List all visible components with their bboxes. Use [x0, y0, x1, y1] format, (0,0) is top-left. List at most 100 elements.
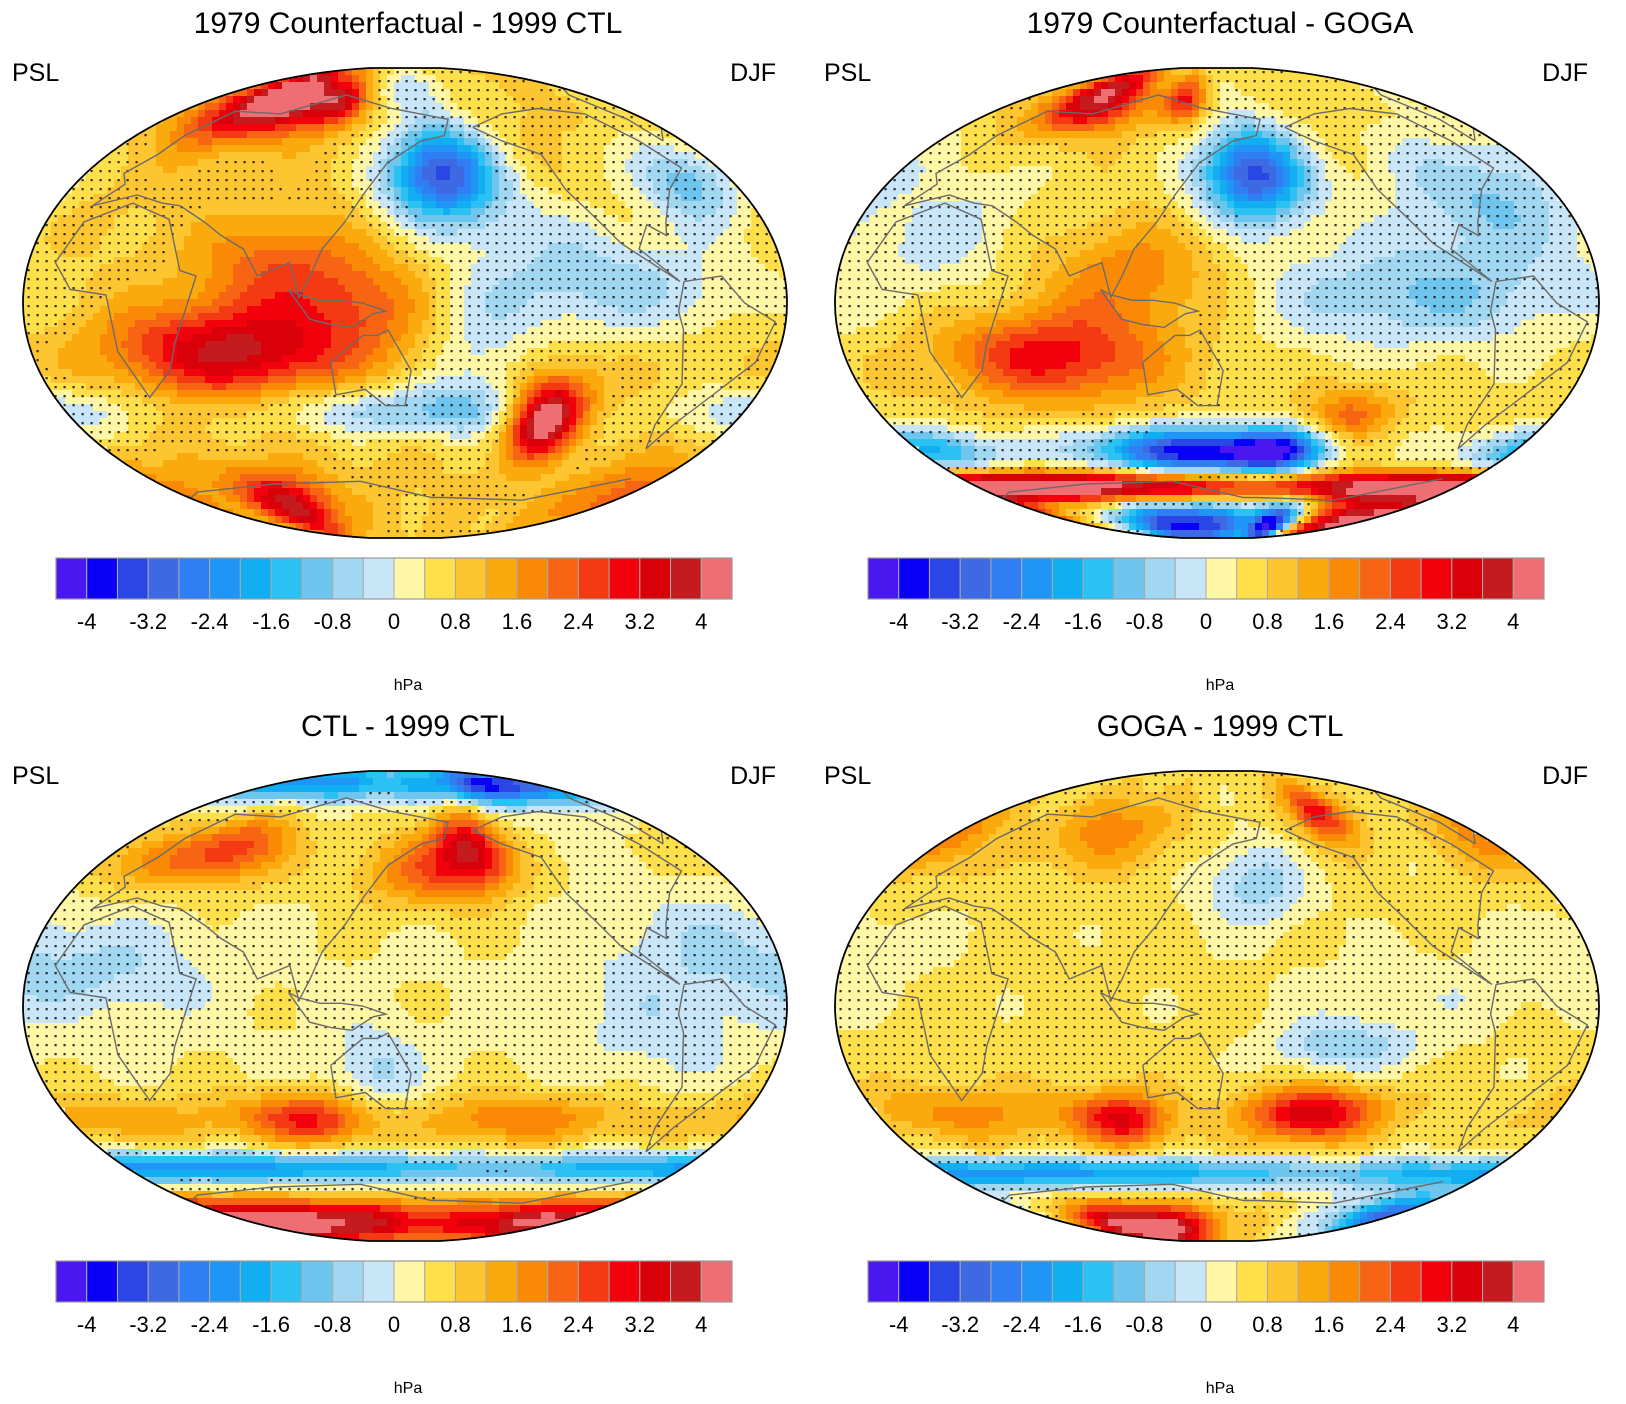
field-cell: [233, 383, 241, 391]
field-cell: [394, 166, 402, 174]
field-cell: [163, 173, 171, 181]
field-cell: [737, 229, 745, 237]
field-cell: [44, 348, 52, 356]
field-cell: [646, 250, 654, 258]
field-cell: [240, 278, 248, 286]
field-cell: [317, 159, 325, 167]
field-cell: [268, 299, 276, 307]
field-cell: [597, 397, 605, 405]
field-cell: [380, 68, 388, 76]
field-cell: [723, 292, 731, 300]
field-cell: [737, 292, 745, 300]
field-cell: [492, 145, 500, 153]
field-cell: [429, 208, 437, 216]
field-cell: [135, 292, 143, 300]
field-cell: [303, 264, 311, 272]
field-cell: [681, 355, 689, 363]
field-cell: [352, 313, 360, 321]
field-cell: [583, 299, 591, 307]
field-cell: [198, 418, 206, 426]
field-cell: [611, 215, 619, 223]
field-cell: [380, 383, 388, 391]
field-cell: [590, 341, 598, 349]
field-cell: [604, 306, 612, 314]
field-cell: [485, 117, 493, 125]
field-cell: [506, 376, 514, 384]
field-cell: [639, 432, 647, 440]
field-cell: [79, 369, 87, 377]
field-cell: [415, 362, 423, 370]
field-cell: [478, 173, 486, 181]
field-cell: [534, 103, 542, 111]
field-cell: [170, 145, 178, 153]
field-cell: [667, 222, 675, 230]
field-cell: [72, 201, 80, 209]
field-cell: [324, 404, 332, 412]
field-cell: [275, 159, 283, 167]
field-cell: [149, 180, 157, 188]
field-cell: [674, 208, 682, 216]
field-cell: [338, 355, 346, 363]
field-cell: [562, 215, 570, 223]
field-cell: [72, 355, 80, 363]
field-cell: [352, 89, 360, 97]
field-cell: [702, 285, 710, 293]
field-cell: [625, 243, 633, 251]
field-cell: [394, 208, 402, 216]
field-cell: [471, 131, 479, 139]
field-cell: [646, 271, 654, 279]
field-cell: [646, 313, 654, 321]
field-cell: [646, 243, 654, 251]
field-cell: [282, 180, 290, 188]
field-cell: [93, 243, 101, 251]
field-cell: [660, 201, 668, 209]
field-cell: [205, 306, 213, 314]
field-cell: [205, 201, 213, 209]
field-cell: [373, 404, 381, 412]
field-cell: [212, 236, 220, 244]
field-cell: [135, 271, 143, 279]
field-cell: [79, 250, 87, 258]
field-cell: [282, 173, 290, 181]
field-cell: [58, 397, 66, 405]
field-cell: [513, 418, 521, 426]
field-cell: [415, 299, 423, 307]
field-cell: [583, 117, 591, 125]
field-cell: [37, 348, 45, 356]
field-cell: [464, 376, 472, 384]
field-cell: [373, 166, 381, 174]
field-cell: [373, 292, 381, 300]
field-cell: [142, 250, 150, 258]
field-cell: [198, 117, 206, 125]
field-cell: [65, 376, 73, 384]
field-cell: [219, 355, 227, 363]
field-cell: [338, 215, 346, 223]
field-cell: [107, 376, 115, 384]
field-cell: [660, 313, 668, 321]
field-cell: [723, 383, 731, 391]
field-cell: [121, 215, 129, 223]
field-cell: [240, 306, 248, 314]
field-cell: [296, 271, 304, 279]
field-cell: [226, 187, 234, 195]
field-cell: [240, 376, 248, 384]
field-cell: [604, 145, 612, 153]
field-cell: [457, 110, 465, 118]
field-cell: [394, 299, 402, 307]
field-cell: [107, 229, 115, 237]
field-cell: [485, 320, 493, 328]
field-cell: [520, 376, 528, 384]
field-cell: [345, 425, 353, 433]
field-cell: [254, 313, 262, 321]
field-cell: [100, 229, 108, 237]
field-cell: [205, 376, 213, 384]
field-cell: [415, 250, 423, 258]
field-cell: [149, 313, 157, 321]
field-cell: [492, 166, 500, 174]
field-cell: [408, 173, 416, 181]
field-cell: [716, 390, 724, 398]
field-cell: [219, 334, 227, 342]
field-cell: [226, 271, 234, 279]
field-cell: [730, 208, 738, 216]
field-cell: [457, 152, 465, 160]
